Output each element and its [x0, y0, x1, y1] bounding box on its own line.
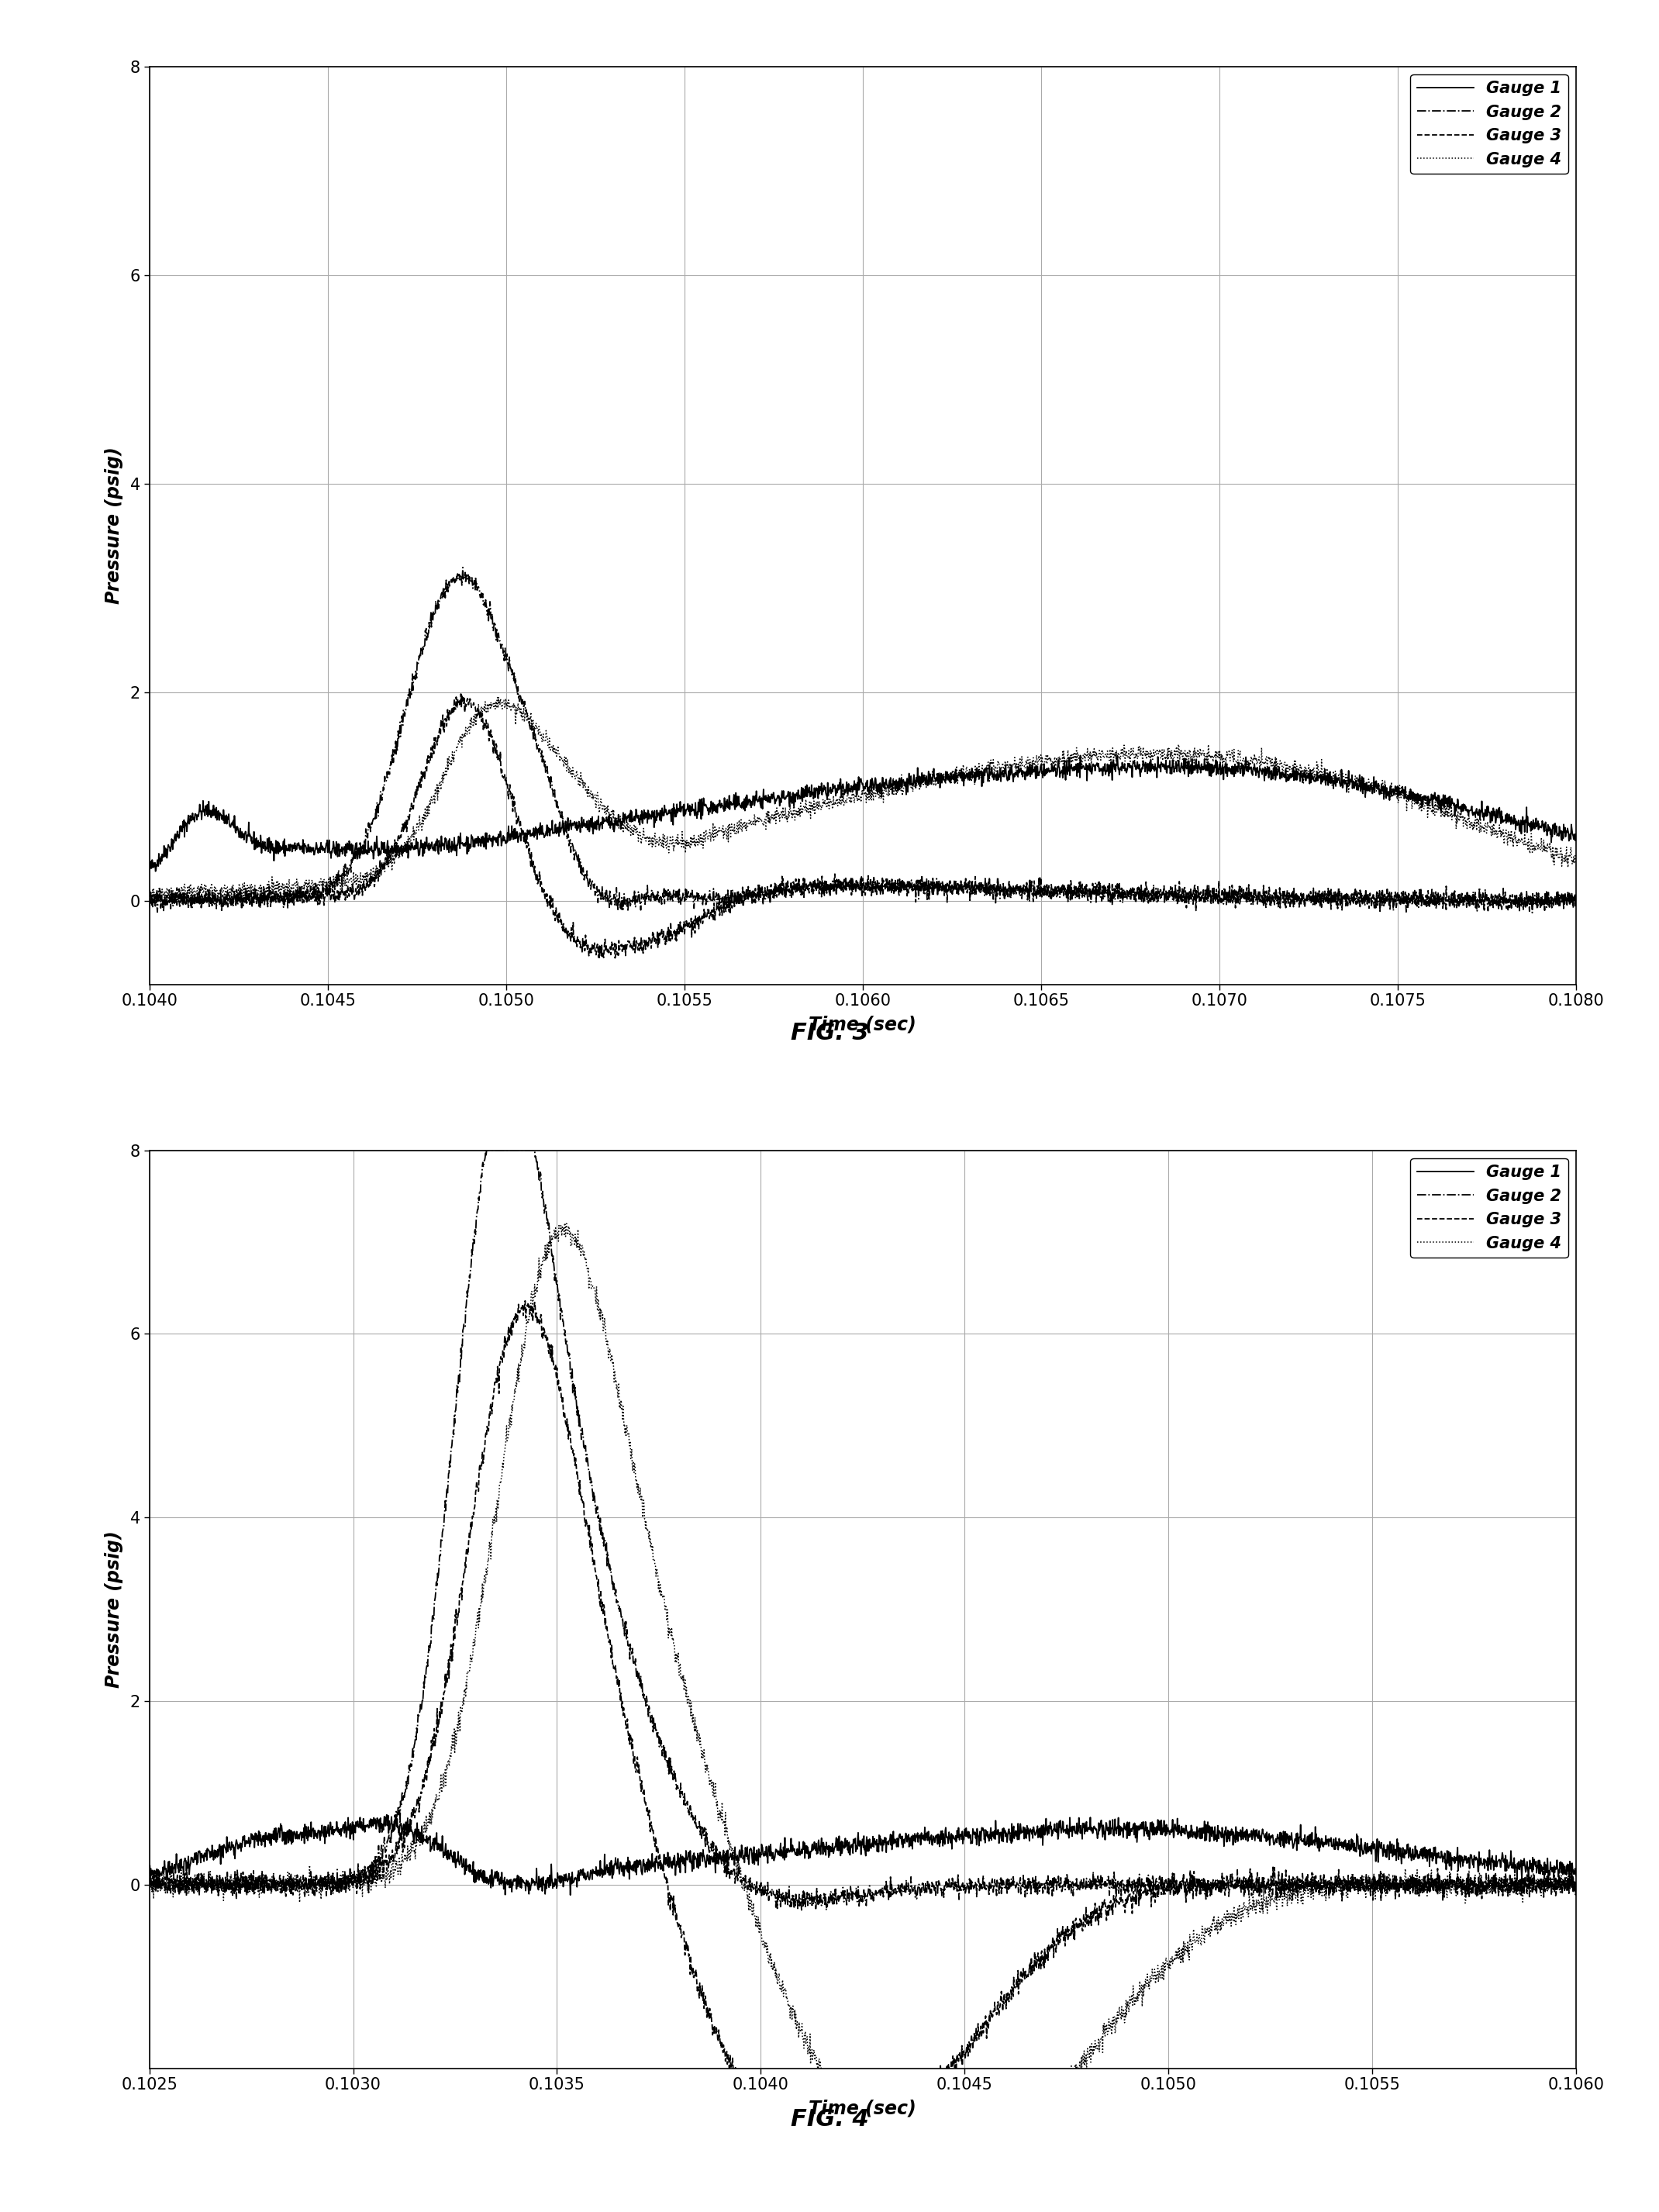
Gauge 3 — [1540, 1874, 1559, 1900]
Gauge 2 — [1523, 900, 1543, 927]
Line: Gauge 2: Gauge 2 — [149, 1150, 1576, 1911]
Gauge 1 — [687, 805, 707, 832]
Gauge 2 — [1566, 1867, 1586, 1893]
Gauge 4 — [687, 1728, 707, 1754]
Text: FIG. 4: FIG. 4 — [790, 2108, 869, 2130]
Gauge 3 — [1540, 887, 1559, 914]
Gauge 2 — [816, 1898, 836, 1924]
Y-axis label: Pressure (psig): Pressure (psig) — [105, 1531, 123, 1688]
Gauge 2 — [687, 880, 707, 907]
Gauge 1 — [1540, 1858, 1559, 1885]
Gauge 2 — [387, 728, 406, 754]
Gauge 1 — [561, 1882, 581, 1909]
Gauge 4 — [144, 891, 164, 918]
Gauge 2 — [1385, 885, 1405, 911]
Gauge 3 — [387, 1838, 406, 1865]
Gauge 1 — [687, 1849, 707, 1876]
Gauge 3 — [687, 911, 707, 938]
Gauge 3 — [302, 883, 322, 909]
Gauge 1 — [1385, 1838, 1405, 1865]
Text: FIG. 3: FIG. 3 — [790, 1022, 869, 1044]
Gauge 1 — [1566, 823, 1586, 849]
Gauge 2 — [1540, 1869, 1559, 1896]
Line: Gauge 3: Gauge 3 — [149, 695, 1576, 958]
Gauge 3 — [387, 832, 406, 858]
Gauge 4 — [1385, 1865, 1405, 1891]
Gauge 4 — [1566, 849, 1586, 876]
Gauge 2 — [302, 1867, 322, 1893]
Gauge 3 — [516, 1287, 536, 1314]
Line: Gauge 3: Gauge 3 — [149, 1301, 1576, 2170]
Gauge 2 — [476, 1137, 496, 1164]
Legend: Gauge 1, Gauge 2, Gauge 3, Gauge 4: Gauge 1, Gauge 2, Gauge 3, Gauge 4 — [1410, 1159, 1568, 1256]
Gauge 1 — [1385, 772, 1405, 799]
Gauge 4 — [1566, 1867, 1586, 1893]
Gauge 2 — [139, 1871, 159, 1898]
Gauge 4 — [139, 878, 159, 905]
Gauge 1 — [377, 1801, 397, 1827]
Gauge 1 — [748, 787, 768, 814]
Gauge 4 — [1385, 776, 1405, 803]
Gauge 3 — [1385, 878, 1405, 905]
Gauge 2 — [1385, 1871, 1405, 1898]
Gauge 4 — [750, 803, 770, 830]
Gauge 1 — [302, 838, 322, 865]
Line: Gauge 1: Gauge 1 — [149, 1814, 1576, 1896]
Gauge 2 — [139, 896, 159, 922]
Gauge 1 — [1540, 814, 1559, 841]
Gauge 4 — [387, 1847, 406, 1874]
Gauge 3 — [1566, 885, 1586, 911]
Gauge 1 — [139, 1863, 159, 1889]
Gauge 4 — [302, 1880, 322, 1907]
Gauge 3 — [1566, 1874, 1586, 1900]
Gauge 1 — [387, 1805, 406, 1832]
Gauge 3 — [302, 1874, 322, 1900]
X-axis label: Time (sec): Time (sec) — [810, 1015, 916, 1033]
Gauge 1 — [387, 832, 406, 858]
Gauge 2 — [387, 1807, 406, 1834]
Gauge 4 — [687, 827, 707, 854]
Line: Gauge 2: Gauge 2 — [149, 568, 1576, 914]
Gauge 2 — [1566, 891, 1586, 918]
Line: Gauge 4: Gauge 4 — [149, 1223, 1576, 2203]
Gauge 2 — [1540, 887, 1559, 914]
Y-axis label: Pressure (psig): Pressure (psig) — [105, 447, 123, 604]
Gauge 2 — [687, 1814, 707, 1840]
Gauge 3 — [748, 2108, 768, 2135]
Line: Gauge 4: Gauge 4 — [149, 697, 1576, 905]
Gauge 3 — [139, 891, 159, 918]
Gauge 4 — [1540, 1874, 1559, 1900]
Gauge 2 — [748, 887, 768, 914]
Gauge 3 — [451, 681, 471, 708]
Gauge 4 — [387, 834, 406, 860]
Gauge 4 — [556, 1210, 576, 1237]
Gauge 4 — [1540, 834, 1559, 860]
Gauge 3 — [687, 1971, 707, 1997]
Gauge 1 — [750, 1840, 770, 1867]
Gauge 2 — [453, 555, 473, 582]
Gauge 4 — [941, 2190, 961, 2212]
Gauge 3 — [1385, 1885, 1405, 1911]
Legend: Gauge 1, Gauge 2, Gauge 3, Gauge 4: Gauge 1, Gauge 2, Gauge 3, Gauge 4 — [1410, 75, 1568, 173]
Gauge 3 — [139, 1871, 159, 1898]
Gauge 4 — [748, 1911, 768, 1938]
Gauge 4 — [302, 872, 322, 898]
Gauge 4 — [139, 1871, 159, 1898]
Gauge 3 — [750, 872, 770, 898]
Gauge 1 — [146, 858, 166, 885]
Line: Gauge 1: Gauge 1 — [149, 757, 1576, 872]
Gauge 2 — [748, 1876, 768, 1902]
Gauge 1 — [1566, 1863, 1586, 1889]
Gauge 3 — [606, 945, 625, 971]
Gauge 1 — [139, 854, 159, 880]
Gauge 1 — [1070, 743, 1090, 770]
Gauge 1 — [302, 1818, 322, 1845]
Gauge 3 — [833, 2157, 853, 2183]
X-axis label: Time (sec): Time (sec) — [810, 2099, 916, 2117]
Gauge 2 — [302, 885, 322, 911]
Gauge 4 — [488, 684, 508, 710]
